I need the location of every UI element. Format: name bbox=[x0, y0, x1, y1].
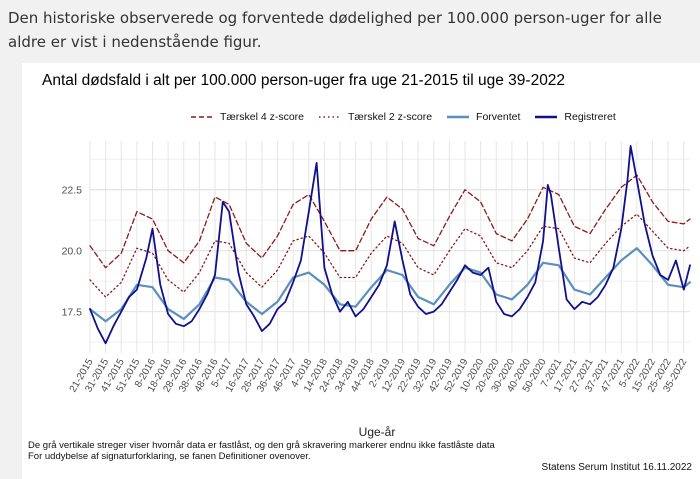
chart-card: Antal dødsfald i alt per 100.000 person-… bbox=[22, 63, 700, 479]
x-axis-label: Uge-år bbox=[359, 425, 396, 439]
legend-label-threshold2: Tærskel 2 z-score bbox=[348, 111, 433, 123]
chart-legend: Tærskel 4 z-score Tærskel 2 z-score Forv… bbox=[190, 110, 616, 124]
legend-item-threshold2: Tærskel 2 z-score bbox=[318, 111, 432, 123]
x-axis-ticks: 21-201531-201541-201551-20158-201618-201… bbox=[68, 357, 690, 395]
legend-label-registered: Registreret bbox=[564, 111, 616, 123]
legend-item-registered: Registreret bbox=[534, 111, 616, 123]
chart-title: Antal dødsfald i alt per 100.000 person-… bbox=[42, 72, 566, 89]
footnote-1: De grå vertikale streger viser hvornår d… bbox=[28, 440, 495, 451]
legend-label-expected: Forventet bbox=[476, 111, 521, 123]
series-line-registreret bbox=[89, 145, 691, 345]
series-line-forventet bbox=[88, 247, 692, 323]
series-lines bbox=[88, 145, 692, 345]
legend-swatch-expected bbox=[447, 115, 470, 119]
legend-swatch-dashed bbox=[191, 116, 213, 118]
legend-swatch-registered bbox=[535, 115, 558, 119]
legend-label-threshold4: Tærskel 4 z-score bbox=[220, 111, 305, 123]
legend-swatch-dotted bbox=[319, 116, 342, 118]
y-tick-label: 20.0 bbox=[62, 246, 83, 258]
chart-plot: 17.5 20.0 22.5 21-201531-201541-201551-201… bbox=[62, 141, 692, 439]
y-axis-ticks: 17.5 20.0 22.5 bbox=[62, 185, 83, 319]
intro-text: Den historiske observerede og forventede… bbox=[8, 9, 662, 51]
source-credit: Statens Serum Institut 16.11.2022 bbox=[541, 462, 692, 473]
legend-item-expected: Forventet bbox=[446, 111, 520, 123]
legend-item-threshold4: Tærskel 4 z-score bbox=[190, 111, 304, 123]
grid-lines bbox=[89, 141, 690, 353]
y-tick-label: 22.5 bbox=[62, 185, 83, 197]
footnote-2: For uddybelse af signaturforklaring, se … bbox=[28, 451, 311, 462]
y-tick-label: 17.5 bbox=[62, 307, 83, 319]
series-line-t-rskel-4-z-score bbox=[89, 174, 691, 269]
